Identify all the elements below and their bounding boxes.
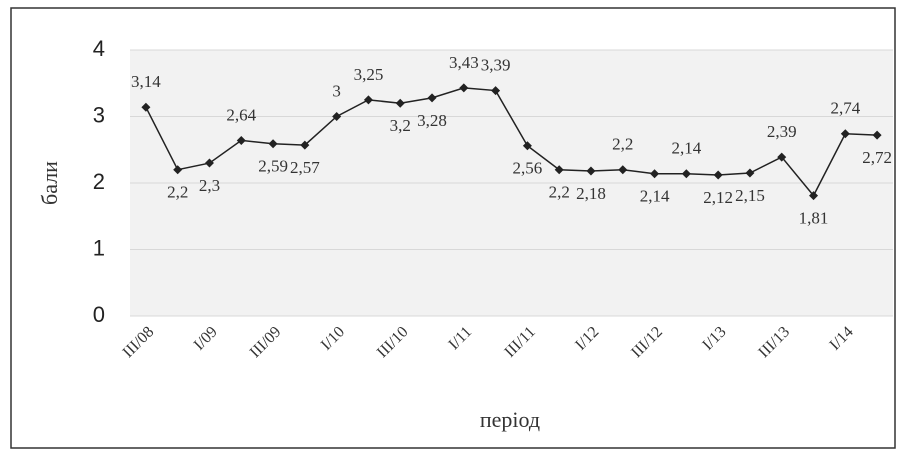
point-marker bbox=[332, 112, 342, 121]
data-label: 2,57 bbox=[290, 158, 320, 177]
point-marker bbox=[395, 98, 405, 108]
y-tick-label: 0 bbox=[93, 302, 105, 327]
point-marker bbox=[173, 165, 183, 175]
data-label: 3,25 bbox=[354, 65, 384, 84]
point-marker bbox=[427, 93, 437, 103]
point-marker bbox=[809, 191, 819, 201]
series-line bbox=[145, 87, 878, 197]
data-label: 3,2 bbox=[390, 116, 411, 135]
data-label: 3,43 bbox=[449, 53, 479, 72]
data-label: 2,18 bbox=[576, 184, 606, 203]
data-label: 2,59 bbox=[258, 157, 288, 176]
data-label: 3,14 bbox=[131, 72, 161, 91]
data-label: 3,39 bbox=[481, 55, 511, 74]
data-label: 2,15 bbox=[735, 186, 765, 205]
data-label: 2,74 bbox=[830, 99, 860, 118]
point-marker bbox=[300, 140, 310, 150]
point-marker bbox=[554, 165, 564, 175]
data-label: 2,3 bbox=[199, 176, 220, 195]
data-label: 2,56 bbox=[513, 159, 543, 178]
data-label: 2,2 bbox=[167, 183, 188, 202]
point-marker bbox=[141, 102, 151, 112]
point-marker bbox=[681, 169, 691, 179]
point-marker bbox=[522, 141, 532, 151]
point-marker bbox=[618, 165, 628, 175]
data-label: 2,72 bbox=[862, 148, 892, 167]
point-marker bbox=[363, 95, 373, 105]
data-label: 2,39 bbox=[767, 122, 797, 141]
point-marker bbox=[872, 130, 882, 140]
point-marker bbox=[650, 169, 660, 179]
data-label: 2,2 bbox=[612, 135, 633, 154]
data-label: 3,28 bbox=[417, 111, 447, 130]
y-tick-label: 3 bbox=[93, 102, 105, 127]
data-label: 2,2 bbox=[549, 183, 570, 202]
data-label: 2,14 bbox=[671, 139, 701, 158]
point-marker bbox=[745, 168, 755, 178]
x-axis-label: період bbox=[480, 407, 540, 432]
point-marker bbox=[204, 158, 214, 168]
data-label: 3 bbox=[332, 81, 341, 100]
point-marker bbox=[777, 152, 787, 162]
data-label: 2,12 bbox=[703, 188, 733, 207]
point-marker bbox=[586, 166, 596, 176]
point-marker bbox=[459, 83, 469, 93]
y-axis-label: бали bbox=[37, 161, 62, 205]
point-marker bbox=[713, 170, 723, 180]
point-marker bbox=[236, 135, 246, 145]
data-label: 2,14 bbox=[640, 187, 670, 206]
data-label: 1,81 bbox=[799, 209, 829, 228]
y-tick-label: 1 bbox=[93, 235, 105, 260]
y-tick-label: 2 bbox=[93, 169, 105, 194]
point-marker bbox=[491, 86, 501, 96]
data-label: 2,64 bbox=[226, 105, 256, 124]
point-marker bbox=[268, 139, 278, 149]
point-marker bbox=[840, 129, 850, 139]
y-tick-label: 4 bbox=[93, 36, 105, 61]
